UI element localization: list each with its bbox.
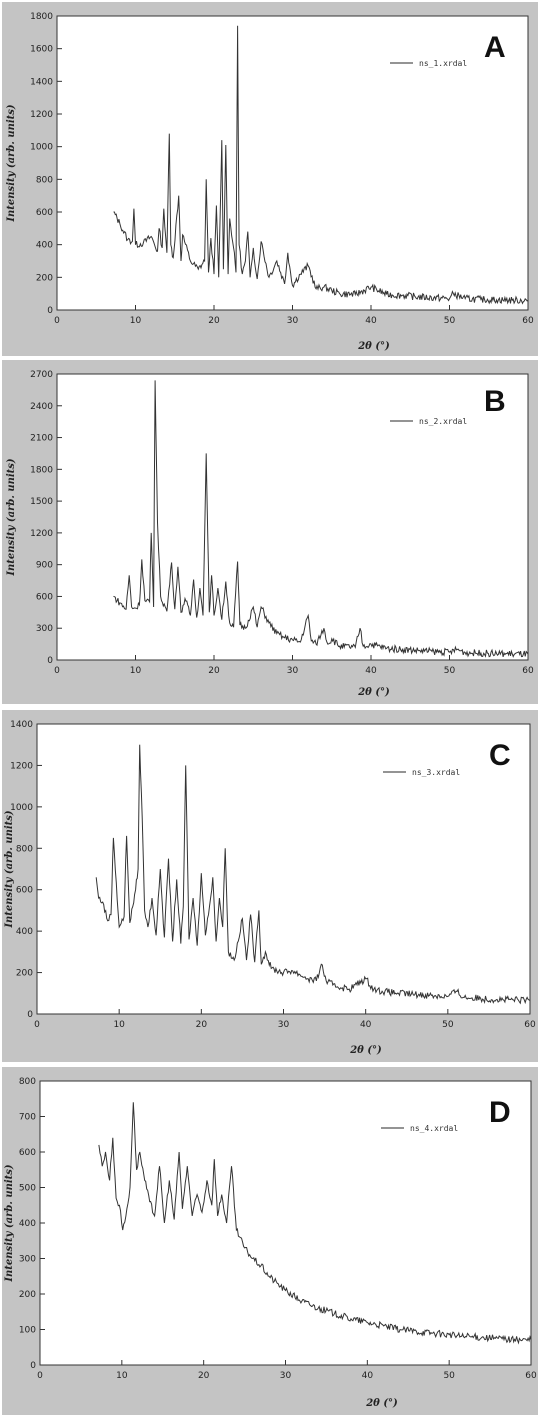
x-tick-label: 30 (287, 316, 299, 326)
x-tick-label: 30 (280, 1371, 292, 1381)
x-tick-label: 10 (130, 666, 142, 676)
plot-area (56, 15, 529, 311)
y-tick-label: 200 (36, 273, 53, 283)
y-tick-label: 1000 (30, 143, 53, 153)
y-axis-title: Intensity (arb. units) (6, 104, 17, 223)
plot-area (36, 723, 531, 1015)
x-tick-label: 20 (198, 1371, 210, 1381)
y-tick-label: 1800 (30, 12, 53, 22)
y-axis-title: Intensity (arb. units) (6, 458, 17, 577)
y-tick-label: 600 (36, 208, 53, 218)
y-tick-label: 1000 (10, 803, 33, 813)
y-axis-title: Intensity (arb. units) (4, 1164, 15, 1283)
legend-label: ns_1.xrdal (419, 59, 467, 68)
chart-panel-b: 0 300 600 900 1200 1500 1800 2100 2400 2700 0 10 20… (2, 360, 538, 704)
x-tick-label: 0 (54, 316, 60, 326)
x-tick-label: 10 (130, 316, 142, 326)
x-tick-label: 40 (362, 1371, 374, 1381)
y-tick-label: 200 (16, 969, 33, 979)
series-line (113, 25, 529, 305)
x-tick-label: 50 (444, 666, 456, 676)
x-tick-label: 0 (54, 666, 60, 676)
legend-label: ns_3.xrdal (412, 768, 460, 777)
x-axis-title: 2θ (°) (365, 1398, 398, 1409)
x-tick-label: 50 (443, 1371, 455, 1381)
y-tick-label: 800 (19, 1077, 36, 1087)
y-tick-label: 300 (36, 624, 53, 634)
x-tick-label: 50 (442, 1020, 454, 1030)
x-axis-title: 2θ (°) (357, 341, 390, 352)
y-tick-label: 200 (19, 1290, 36, 1300)
legend-label: ns_4.xrdal (410, 1124, 458, 1133)
y-tick-label: 0 (30, 1361, 36, 1371)
panel-letter: B (484, 385, 506, 418)
x-tick-label: 60 (524, 1020, 536, 1030)
y-tick-label: 1800 (30, 465, 53, 475)
plot-area (56, 373, 529, 661)
legend-label: ns_2.xrdal (419, 417, 467, 426)
x-tick-label: 20 (196, 1020, 208, 1030)
series-line (113, 380, 529, 658)
y-tick-label: 1400 (10, 720, 33, 730)
x-tick-label: 10 (113, 1020, 125, 1030)
chart-b: 0 300 600 900 1200 1500 1800 2100 2400 2700 0 10 20… (6, 370, 534, 698)
y-tick-label: 1500 (30, 497, 53, 507)
panel-letter: C (489, 739, 511, 772)
y-tick-label: 800 (16, 844, 33, 854)
y-tick-label: 600 (16, 886, 33, 896)
x-tick-label: 40 (365, 316, 377, 326)
y-axis-title: Intensity (arb. units) (4, 810, 15, 929)
y-tick-label: 600 (36, 592, 53, 602)
series-line (95, 744, 531, 1005)
y-tick-label: 2400 (30, 402, 53, 412)
x-tick-label: 10 (116, 1371, 128, 1381)
y-tick-label: 400 (36, 241, 53, 251)
y-tick-label: 1200 (10, 761, 33, 771)
y-tick-label: 1600 (30, 45, 53, 55)
y-tick-label: 900 (36, 561, 53, 571)
panel-letter: D (489, 1096, 511, 1129)
y-tick-label: 2100 (30, 434, 53, 444)
series-line (98, 1102, 532, 1345)
y-tick-label: 1400 (30, 77, 53, 87)
y-tick-label: 1200 (30, 529, 53, 539)
x-tick-label: 60 (522, 316, 534, 326)
x-tick-label: 60 (525, 1371, 537, 1381)
x-tick-label: 40 (360, 1020, 372, 1030)
x-axis-title: 2θ (°) (349, 1045, 382, 1056)
x-axis-title: 2θ (°) (357, 687, 390, 698)
y-tick-label: 700 (19, 1113, 36, 1123)
x-tick-label: 30 (287, 666, 299, 676)
x-tick-label: 0 (37, 1371, 43, 1381)
y-tick-label: 600 (19, 1148, 36, 1158)
x-tick-label: 20 (208, 316, 220, 326)
x-tick-label: 20 (208, 666, 220, 676)
y-tick-label: 2700 (30, 370, 53, 380)
chart-panel-c: 0 200 400 600 800 1000 1200 1400 0 10 20 30 40 50 60 … (2, 710, 538, 1062)
chart-panel-a: 0 200 400 600 800 1000 1200 1400 1600 1800 0 10 20 3… (2, 2, 538, 356)
y-tick-label: 300 (19, 1255, 36, 1265)
x-tick-label: 50 (444, 316, 456, 326)
y-tick-label: 0 (27, 1010, 33, 1020)
x-tick-label: 40 (365, 666, 377, 676)
y-tick-label: 400 (16, 927, 33, 937)
chart-a: 0 200 400 600 800 1000 1200 1400 1600 1800 0 10 20 3… (6, 12, 534, 352)
y-tick-label: 0 (47, 306, 53, 316)
y-tick-label: 100 (19, 1326, 36, 1336)
panel-letter: A (484, 31, 506, 64)
y-tick-label: 1200 (30, 110, 53, 120)
y-tick-label: 0 (47, 656, 53, 666)
x-tick-label: 60 (522, 666, 534, 676)
y-tick-label: 500 (19, 1184, 36, 1194)
y-tick-label: 400 (19, 1219, 36, 1229)
chart-panel-d: 0 100 200 300 400 500 600 700 800 0 10 20 30 40 50 60 … (2, 1067, 538, 1415)
y-tick-label: 800 (36, 175, 53, 185)
x-tick-label: 0 (34, 1020, 40, 1030)
x-tick-label: 30 (278, 1020, 290, 1030)
